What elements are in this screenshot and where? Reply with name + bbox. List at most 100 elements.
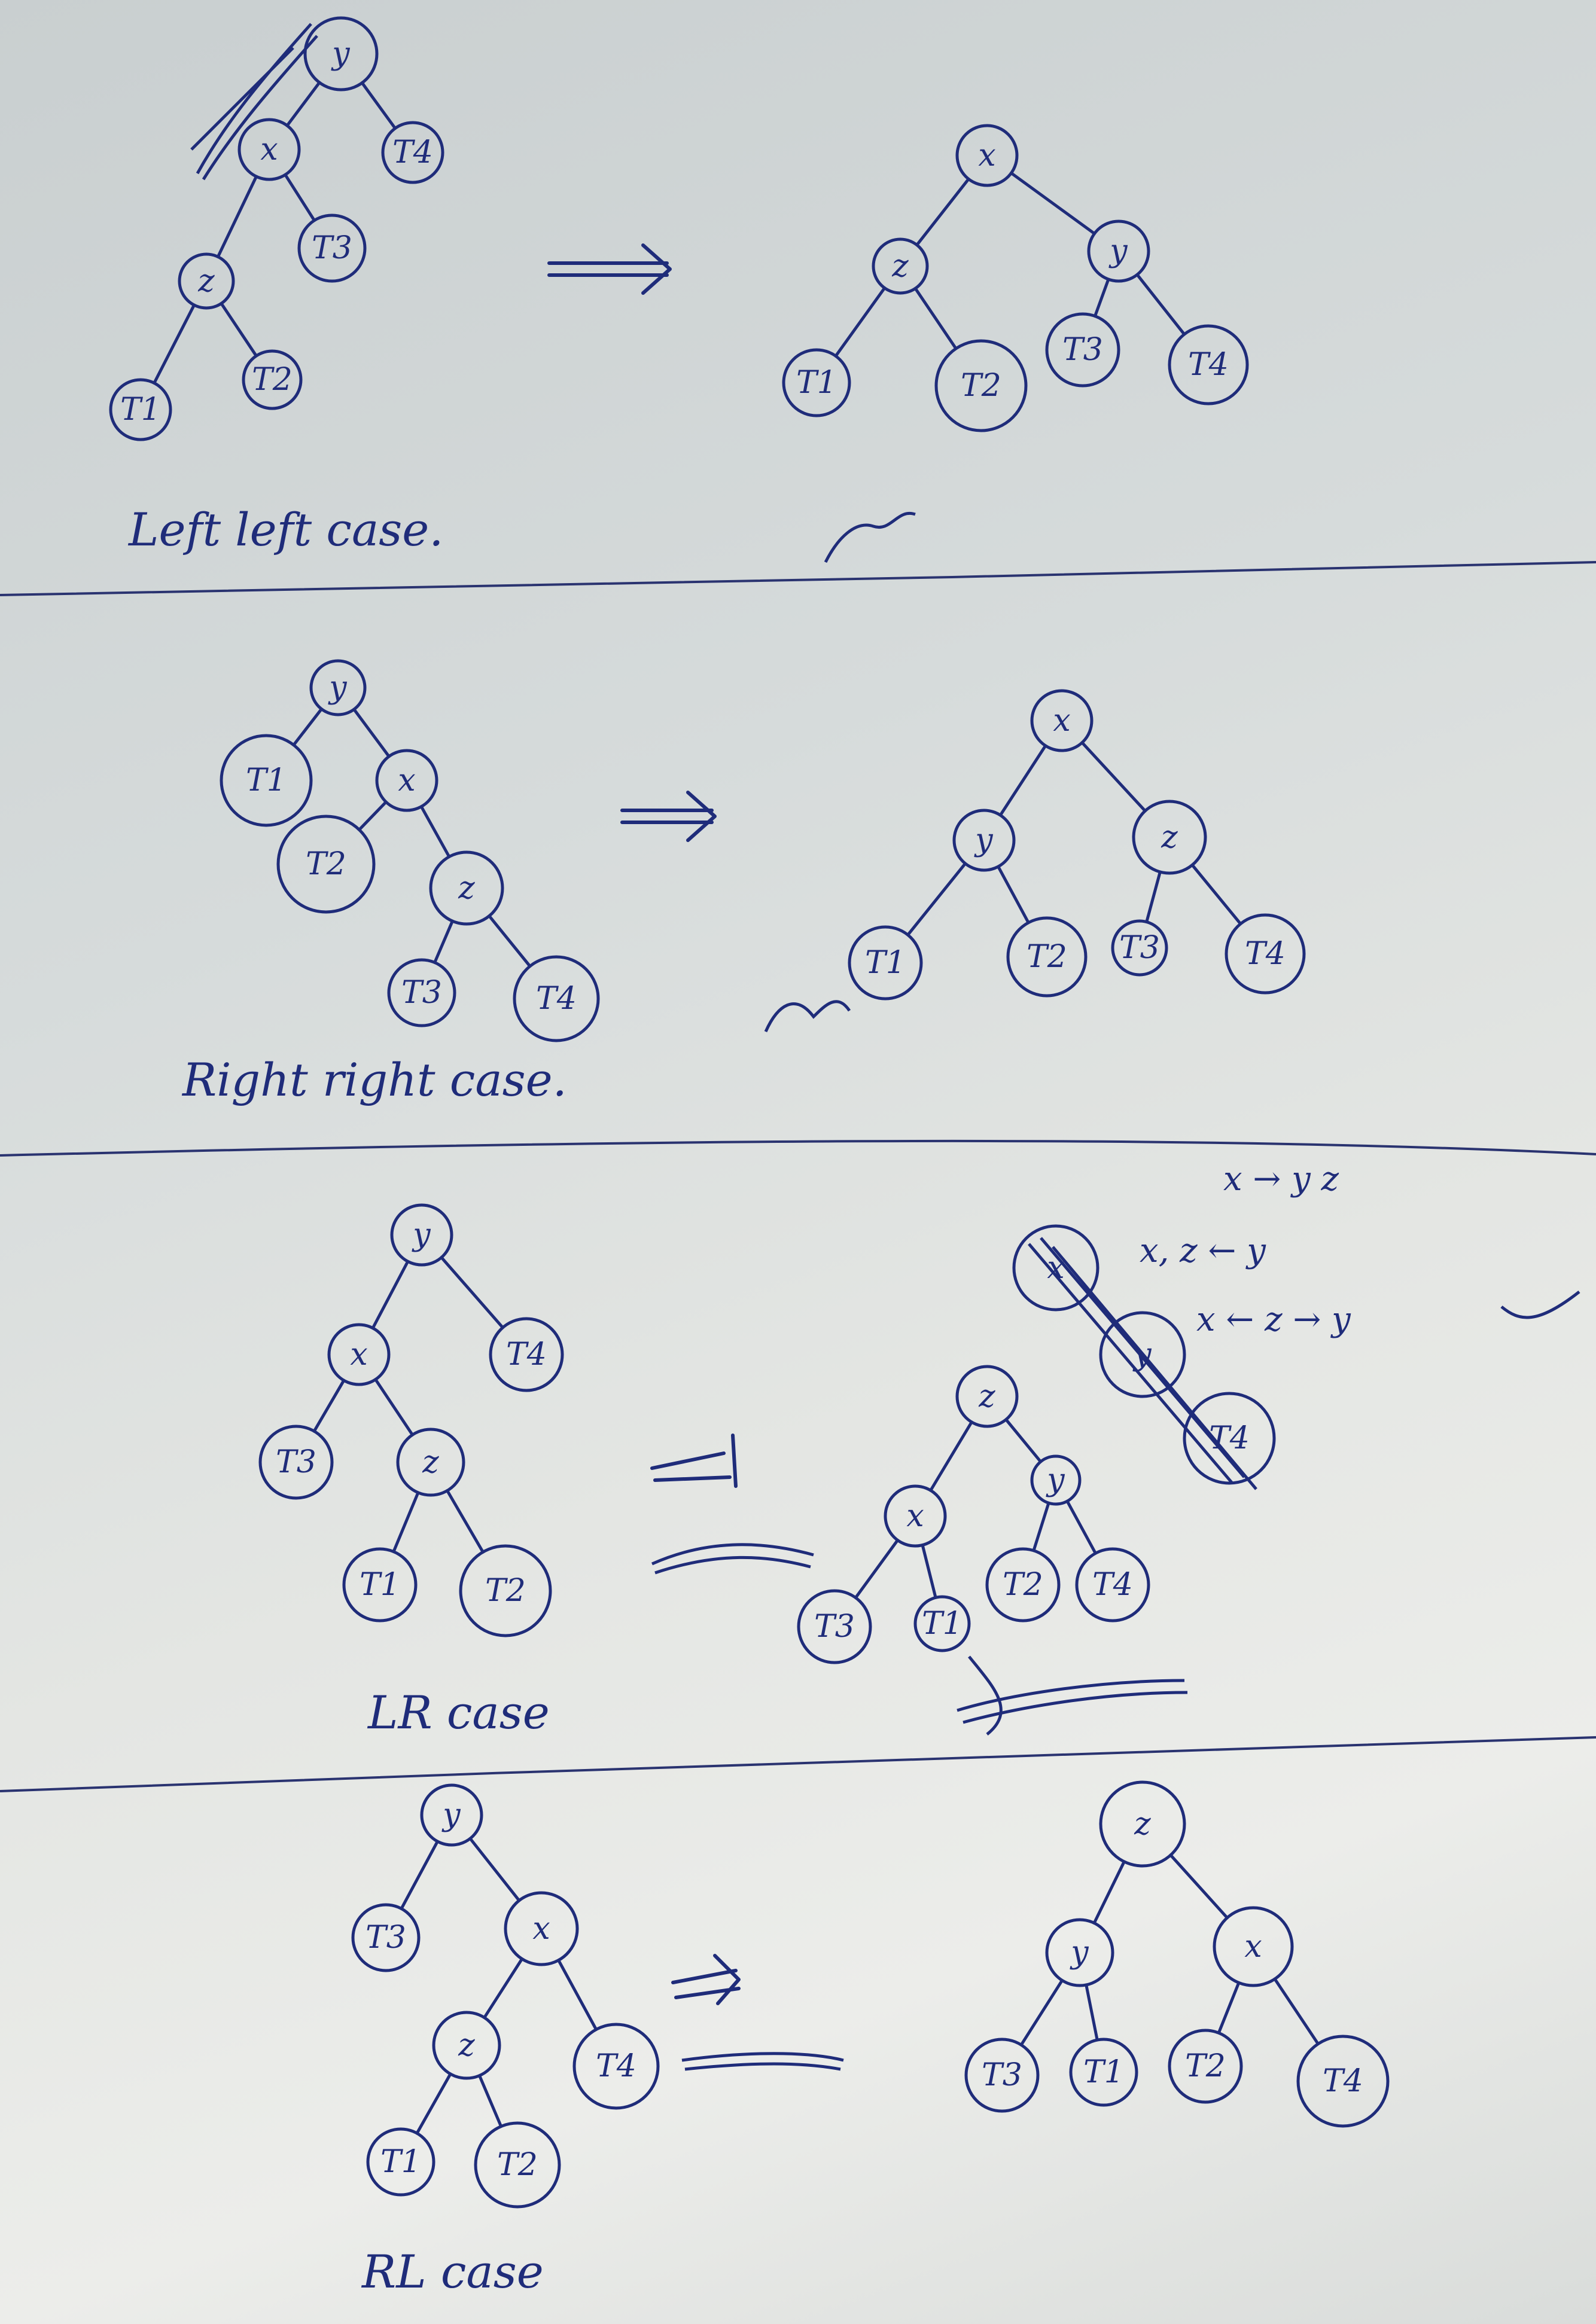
- scribble-mark: [764, 1000, 851, 1033]
- tree-node: T3: [964, 2038, 1040, 2113]
- tree-edge: [374, 1378, 414, 1437]
- before-tree: y x T4 T3 z T1 T2: [258, 1203, 564, 1637]
- node-label: T3: [366, 1920, 406, 1956]
- tree-edge: [285, 81, 321, 127]
- section-divider: [0, 1139, 1596, 1157]
- node-label: T4: [1188, 347, 1229, 383]
- tree-edge: [998, 744, 1047, 817]
- tree-edge: [468, 1837, 521, 1902]
- tree-node: z: [178, 252, 235, 310]
- tree-node: T1: [913, 1595, 971, 1652]
- node-circle: [782, 348, 851, 417]
- node-circle: [955, 1365, 1019, 1428]
- node-circle: [237, 118, 301, 181]
- tree-node: x: [955, 124, 1019, 187]
- tree-edge: [392, 1491, 420, 1554]
- node-label: T3: [312, 230, 352, 266]
- node-label: z: [891, 248, 909, 284]
- tree-node: x: [375, 749, 438, 812]
- node-circle: [420, 1783, 483, 1847]
- node-label: y: [412, 1217, 431, 1253]
- node-label: T4: [1323, 2063, 1363, 2099]
- node-label: x: [1053, 703, 1070, 739]
- node-circle: [872, 237, 929, 295]
- node-circle: [303, 16, 379, 92]
- tree-node: y: [420, 1783, 483, 1847]
- node-label: T2: [485, 1573, 526, 1609]
- node-label: T4: [1245, 936, 1286, 972]
- crossed-out-node: T4: [1183, 1392, 1276, 1485]
- tree-edge: [1085, 1983, 1099, 2042]
- node-circle: [572, 2023, 660, 2110]
- node-circle: [985, 1547, 1061, 1622]
- node-label: x: [350, 1337, 367, 1373]
- tree-edge: [1004, 1418, 1043, 1463]
- node-circle: [884, 1484, 947, 1548]
- node-label: T2: [961, 368, 1001, 404]
- node-label: T3: [401, 975, 442, 1011]
- tree-node: T1: [1069, 2038, 1138, 2107]
- node-circle: [1168, 2029, 1243, 2104]
- node-label: T3: [276, 1444, 316, 1480]
- tree-node: x: [327, 1323, 391, 1386]
- section-caption: Left left case.: [127, 503, 443, 556]
- node-circle: [1075, 1547, 1150, 1622]
- tree-node: z: [872, 237, 929, 295]
- tree-node: x: [237, 118, 301, 181]
- tree-edge: [292, 707, 323, 747]
- node-label: T2: [1027, 939, 1067, 975]
- tree-edge: [1094, 277, 1110, 318]
- tree-edge: [1080, 741, 1147, 813]
- node-label: T1: [380, 2144, 421, 2180]
- after-tree: z y x T3 T1 T2 T4: [964, 1780, 1390, 2128]
- node-label: T3: [1062, 332, 1103, 368]
- tree-node: y: [390, 1203, 453, 1267]
- section-caption: RL case: [361, 2245, 544, 2298]
- tree-edge: [433, 919, 454, 964]
- node-circle: [1030, 1454, 1082, 1506]
- tree-edge: [312, 1378, 346, 1433]
- tree-edge: [220, 301, 258, 358]
- node-circle: [952, 809, 1016, 872]
- node-circle: [1030, 689, 1094, 752]
- node-circle: [1225, 913, 1306, 995]
- tree-edge: [483, 1957, 524, 2020]
- node-circle: [1213, 1906, 1294, 1987]
- tree-node: T3: [258, 1425, 334, 1500]
- node-circle: [396, 1428, 465, 1497]
- tree-edge: [1135, 273, 1186, 336]
- tree-edge: [352, 707, 391, 758]
- node-circle: [297, 214, 367, 283]
- node-circle: [934, 339, 1028, 432]
- node-circle: [242, 349, 303, 410]
- scribble-mark: [681, 2052, 844, 2071]
- node-circle: [1296, 2035, 1390, 2128]
- tree-edge: [997, 865, 1030, 925]
- node-label: z: [1134, 1806, 1151, 1842]
- node-label: z: [1161, 819, 1178, 855]
- tree-edge: [915, 177, 970, 247]
- tree-node: x: [884, 1484, 947, 1548]
- node-label: x: [906, 1498, 924, 1534]
- node-label: T1: [922, 1606, 963, 1642]
- node-label: y: [1046, 1462, 1065, 1498]
- node-label: y: [1108, 233, 1128, 269]
- tree-node: y: [303, 16, 379, 92]
- transform-arrow: [671, 1954, 741, 2005]
- scribble-mark: [1028, 1237, 1257, 1490]
- node-circle: [1045, 312, 1120, 388]
- tree-edge: [1019, 1978, 1064, 2047]
- node-label: T1: [360, 1567, 400, 1603]
- tree-edge: [913, 286, 958, 350]
- node-circle: [327, 1323, 391, 1386]
- tree-edge: [478, 2074, 503, 2128]
- side-note: x, z ← y: [1140, 1231, 1266, 1270]
- tree-node: y: [1087, 219, 1150, 283]
- node-circle: [955, 124, 1019, 187]
- node-label: T2: [497, 2147, 538, 2183]
- node-circle: [381, 121, 444, 184]
- node-label: T2: [252, 362, 293, 398]
- scribble-mark: [651, 1543, 814, 1575]
- scribble-mark: [957, 1655, 1188, 1736]
